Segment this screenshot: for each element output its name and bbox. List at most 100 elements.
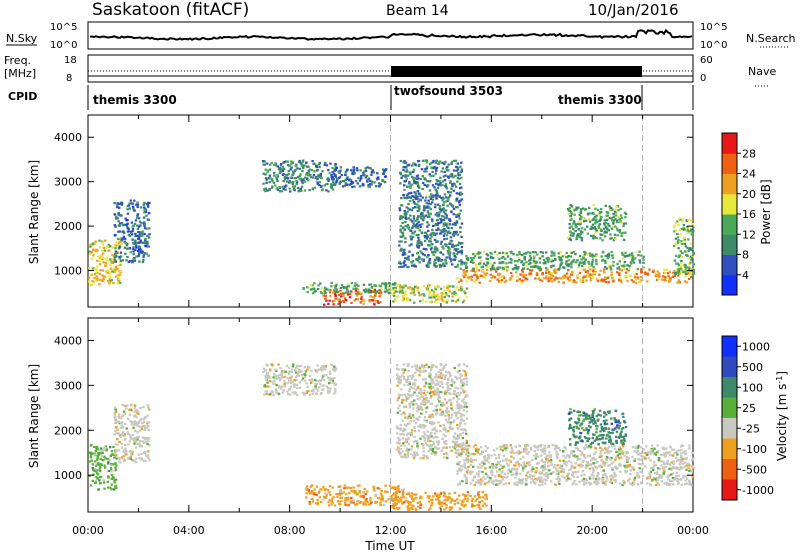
range-cell — [475, 279, 477, 281]
range-cell — [443, 235, 445, 237]
range-cell — [346, 289, 348, 291]
range-cell — [693, 263, 695, 265]
range-cell — [373, 181, 375, 183]
range-cell — [649, 484, 651, 486]
range-cell — [121, 243, 123, 245]
range-cell — [138, 436, 140, 438]
range-cell — [302, 178, 304, 180]
range-cell — [400, 240, 402, 242]
range-cell — [446, 234, 448, 236]
range-cell — [562, 282, 564, 284]
range-cell — [687, 238, 689, 240]
range-cell — [321, 170, 323, 172]
range-cell — [498, 456, 500, 458]
range-cell — [88, 460, 90, 462]
colorbar-swatch — [722, 255, 737, 276]
range-cell — [691, 257, 693, 259]
range-cell — [309, 492, 311, 494]
range-cell — [611, 219, 613, 221]
range-cell — [273, 175, 275, 177]
range-cell — [588, 218, 590, 220]
range-cell — [565, 457, 567, 459]
range-cell — [539, 472, 541, 474]
range-cell — [534, 255, 536, 257]
range-cell — [445, 245, 447, 247]
range-cell — [405, 497, 407, 499]
range-cell — [345, 182, 347, 184]
range-cell — [335, 285, 337, 287]
range-cell — [350, 487, 352, 489]
range-cell — [561, 468, 563, 470]
range-cell — [530, 481, 532, 483]
range-cell — [301, 170, 303, 172]
range-cell — [402, 295, 404, 297]
range-cell — [438, 285, 440, 287]
range-cell — [534, 251, 536, 253]
range-cell — [693, 272, 695, 274]
range-cell — [565, 263, 567, 265]
range-cell — [501, 471, 503, 473]
range-cell — [322, 498, 324, 500]
radar-title: Saskatoon (fitACF) — [92, 0, 249, 20]
range-cell — [691, 470, 693, 472]
range-cell — [496, 447, 498, 449]
range-cell — [350, 497, 352, 499]
range-cell — [289, 180, 291, 182]
range-cell — [615, 214, 617, 216]
range-cell — [675, 255, 677, 257]
range-cell — [601, 234, 603, 236]
range-cell — [589, 212, 591, 214]
range-cell — [308, 189, 310, 191]
range-cell — [675, 230, 677, 232]
range-cell — [667, 478, 669, 480]
range-cell — [675, 457, 677, 459]
range-cell — [614, 226, 616, 228]
range-cell — [461, 168, 463, 170]
range-cell — [347, 497, 349, 499]
range-cell — [144, 438, 146, 440]
range-cell — [593, 235, 595, 237]
range-cell — [439, 177, 441, 179]
range-cell — [554, 483, 556, 485]
range-cell — [343, 286, 345, 288]
range-cell — [419, 229, 421, 231]
range-cell — [580, 212, 582, 214]
range-cell — [628, 265, 630, 267]
range-cell — [567, 269, 569, 271]
range-cell — [685, 475, 687, 477]
range-cell — [606, 219, 608, 221]
range-cell — [516, 254, 518, 256]
range-cell — [139, 224, 141, 226]
range-cell — [505, 262, 507, 264]
range-cell — [320, 501, 322, 503]
range-cell — [441, 505, 443, 507]
range-cell — [147, 206, 149, 208]
range-cell — [142, 230, 144, 232]
range-cell — [98, 283, 100, 285]
range-cell — [411, 265, 413, 267]
range-cell — [132, 434, 134, 436]
range-cell — [510, 252, 512, 254]
range-cell — [403, 496, 405, 498]
range-cell — [96, 275, 98, 277]
range-cell — [435, 168, 437, 170]
range-cell — [635, 447, 637, 449]
range-cell — [519, 445, 521, 447]
range-cell — [447, 252, 449, 254]
range-cell — [98, 479, 100, 481]
range-cell — [568, 456, 570, 458]
range-cell — [382, 180, 384, 182]
range-cell — [581, 237, 583, 239]
range-cell — [99, 263, 101, 265]
freq-label: Freq. — [4, 54, 31, 67]
range-cell — [558, 447, 560, 449]
range-cell — [547, 257, 549, 259]
range-cell — [471, 276, 473, 278]
range-cell — [658, 459, 660, 461]
range-cell — [507, 464, 509, 466]
range-cell — [482, 461, 484, 463]
range-cell — [309, 174, 311, 176]
range-cell — [670, 446, 672, 448]
range-cell — [574, 471, 576, 473]
range-cell — [604, 224, 606, 226]
